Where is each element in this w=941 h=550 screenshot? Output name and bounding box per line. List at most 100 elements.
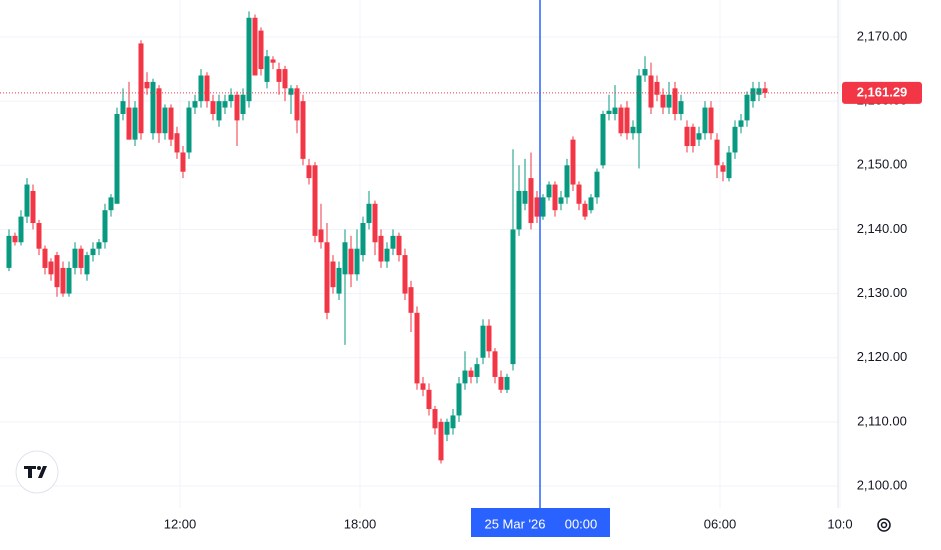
candle-body xyxy=(276,69,282,82)
y-tick-label: 2,140.00 xyxy=(857,221,908,236)
candle-body xyxy=(402,255,408,294)
candle-body xyxy=(510,229,516,365)
candle-body xyxy=(6,235,12,268)
candle-body xyxy=(360,223,366,256)
candle-body xyxy=(156,88,162,134)
candle-body xyxy=(246,17,252,102)
candle-body xyxy=(36,223,42,249)
candle-body xyxy=(720,165,726,172)
settings-button[interactable] xyxy=(877,518,891,532)
logo-dot xyxy=(37,466,41,470)
candle-body xyxy=(588,197,594,211)
candle-body xyxy=(84,255,90,275)
candle-body xyxy=(144,81,150,89)
candle-body xyxy=(216,101,222,121)
candle-body xyxy=(366,203,372,224)
candle-body xyxy=(234,94,240,121)
candle-body xyxy=(480,325,486,358)
candle-body xyxy=(288,88,294,95)
candle-body xyxy=(678,101,684,114)
gear-outer xyxy=(877,518,891,532)
candle-body xyxy=(426,389,432,410)
candle-body xyxy=(750,88,756,102)
tradingview-logo[interactable] xyxy=(15,450,59,494)
candle-body xyxy=(54,255,60,288)
y-tick-label: 2,110.00 xyxy=(857,413,907,428)
candle-body xyxy=(450,415,456,429)
candle-body xyxy=(444,421,450,435)
x-tick-label: 06:00 xyxy=(704,516,737,531)
candle-body xyxy=(72,248,78,268)
candle-body xyxy=(600,113,606,166)
candle-body xyxy=(252,17,258,76)
candle-body xyxy=(306,165,312,179)
candle-body xyxy=(666,94,672,108)
gear-inner xyxy=(880,521,888,529)
candle-body xyxy=(330,261,336,288)
candle-body xyxy=(528,178,534,224)
candle-body xyxy=(594,171,600,198)
candle-body xyxy=(198,75,204,102)
candle-body xyxy=(228,94,234,102)
candle-body xyxy=(138,43,144,134)
last-price-box xyxy=(842,81,922,104)
y-tick-label: 2,100.00 xyxy=(857,477,908,492)
candle-body xyxy=(96,242,102,249)
candle-body xyxy=(732,126,738,153)
candle-body xyxy=(582,203,588,217)
candle-body xyxy=(462,370,468,384)
candle-body xyxy=(318,229,324,243)
candle-body xyxy=(192,101,198,108)
candle-body xyxy=(726,152,732,179)
candle-body xyxy=(534,197,540,217)
candle-body xyxy=(408,287,414,313)
candle-body xyxy=(690,126,696,147)
candle-body xyxy=(48,261,54,275)
candle-body xyxy=(282,69,288,89)
candle-body xyxy=(420,383,426,390)
candle-body xyxy=(90,248,96,256)
candle-body xyxy=(264,56,270,82)
candle-body xyxy=(654,81,660,95)
candle-body xyxy=(396,235,402,256)
candle-body xyxy=(504,376,510,390)
candle-body xyxy=(132,107,138,140)
candle-body xyxy=(762,88,768,93)
candle-body xyxy=(12,235,18,243)
candle-body xyxy=(312,165,318,236)
overlay: 2,161.29 25 Mar '26 00:00 xyxy=(0,0,922,537)
candle-body xyxy=(102,210,108,243)
x-tick-label: 10:0 xyxy=(827,516,852,531)
candle-body xyxy=(378,235,384,262)
logo-mark xyxy=(24,466,47,478)
candle-body xyxy=(576,184,582,204)
candle-body xyxy=(636,75,642,134)
candle-body xyxy=(114,113,120,204)
x-tick-label: 12:00 xyxy=(164,516,197,531)
candle-body xyxy=(66,267,72,294)
candle-body xyxy=(204,75,210,102)
candle-body xyxy=(696,133,702,140)
candle-body xyxy=(108,197,114,211)
candle-body xyxy=(384,248,390,262)
candle-body xyxy=(300,101,306,159)
candle-body xyxy=(324,242,330,313)
candle-body xyxy=(702,107,708,134)
candle-body xyxy=(516,190,522,230)
candle-body xyxy=(606,110,612,114)
candle-body xyxy=(672,88,678,114)
logo-circle xyxy=(15,450,59,494)
candle-body xyxy=(612,107,618,114)
candle-body xyxy=(240,94,246,114)
y-tick-label: 2,170.00 xyxy=(857,28,908,43)
candle-body xyxy=(432,409,438,429)
crosshair-box xyxy=(471,508,610,537)
candle-body xyxy=(390,235,396,249)
candle-body xyxy=(684,126,690,147)
y-tick-label: 2,120.00 xyxy=(857,349,908,364)
crosshair-date: 25 Mar '26 xyxy=(484,516,545,531)
candle-body xyxy=(372,203,378,243)
grid: 2,100.00 2,110.00 2,120.00 2,130.00 2,140.00… xyxy=(0,0,907,531)
candle-body xyxy=(468,370,474,377)
